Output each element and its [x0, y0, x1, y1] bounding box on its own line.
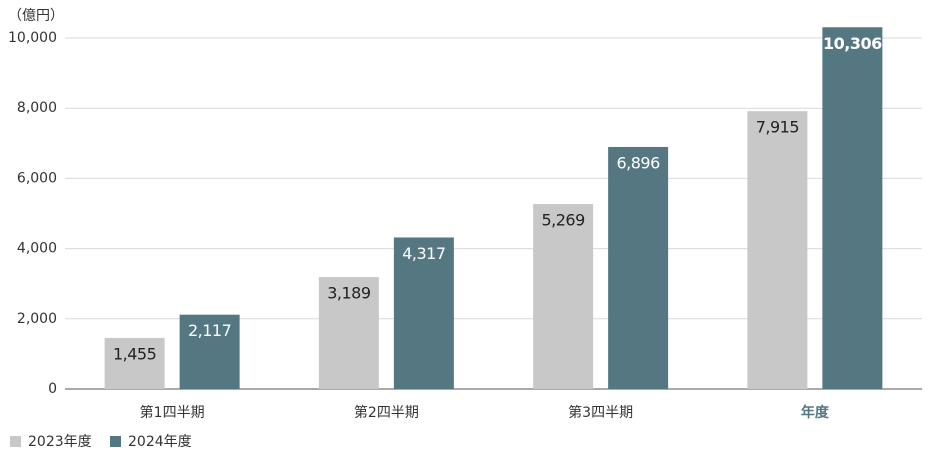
y-tick-label: 4,000 [17, 241, 57, 257]
bar [179, 314, 240, 389]
value-label: 2,117 [188, 321, 231, 340]
bar [318, 277, 379, 389]
bar [533, 204, 594, 389]
legend-swatch [10, 436, 21, 447]
bar [747, 111, 808, 389]
value-label: 6,896 [616, 153, 660, 172]
value-label: 10,306 [823, 34, 882, 53]
bar [393, 237, 454, 389]
value-label: 3,189 [327, 284, 371, 303]
value-label: 5,269 [541, 211, 585, 230]
y-tick-label: 8,000 [17, 100, 57, 116]
x-tick-label: 第2四半期 [354, 404, 419, 421]
y-tick-label: 2,000 [17, 311, 57, 327]
x-tick-label: 第3四半期 [568, 404, 633, 421]
y-tick-label: 6,000 [17, 170, 57, 186]
legend-swatch [110, 436, 121, 447]
y-tick-label: 10,000 [8, 30, 57, 46]
value-label: 1,455 [113, 344, 156, 363]
value-label: 4,317 [402, 244, 445, 263]
y-tick-label: 0 [48, 381, 57, 397]
y-axis-label: （億円） [8, 8, 64, 24]
legend-label: 2024年度 [128, 434, 192, 450]
bar [608, 146, 669, 389]
bar [104, 337, 165, 389]
x-tick-label: 年度 [801, 404, 830, 421]
value-label: 7,915 [756, 118, 799, 137]
bar [822, 27, 883, 389]
legend-label: 2023年度 [28, 434, 92, 450]
x-tick-label: 第1四半期 [140, 404, 205, 421]
